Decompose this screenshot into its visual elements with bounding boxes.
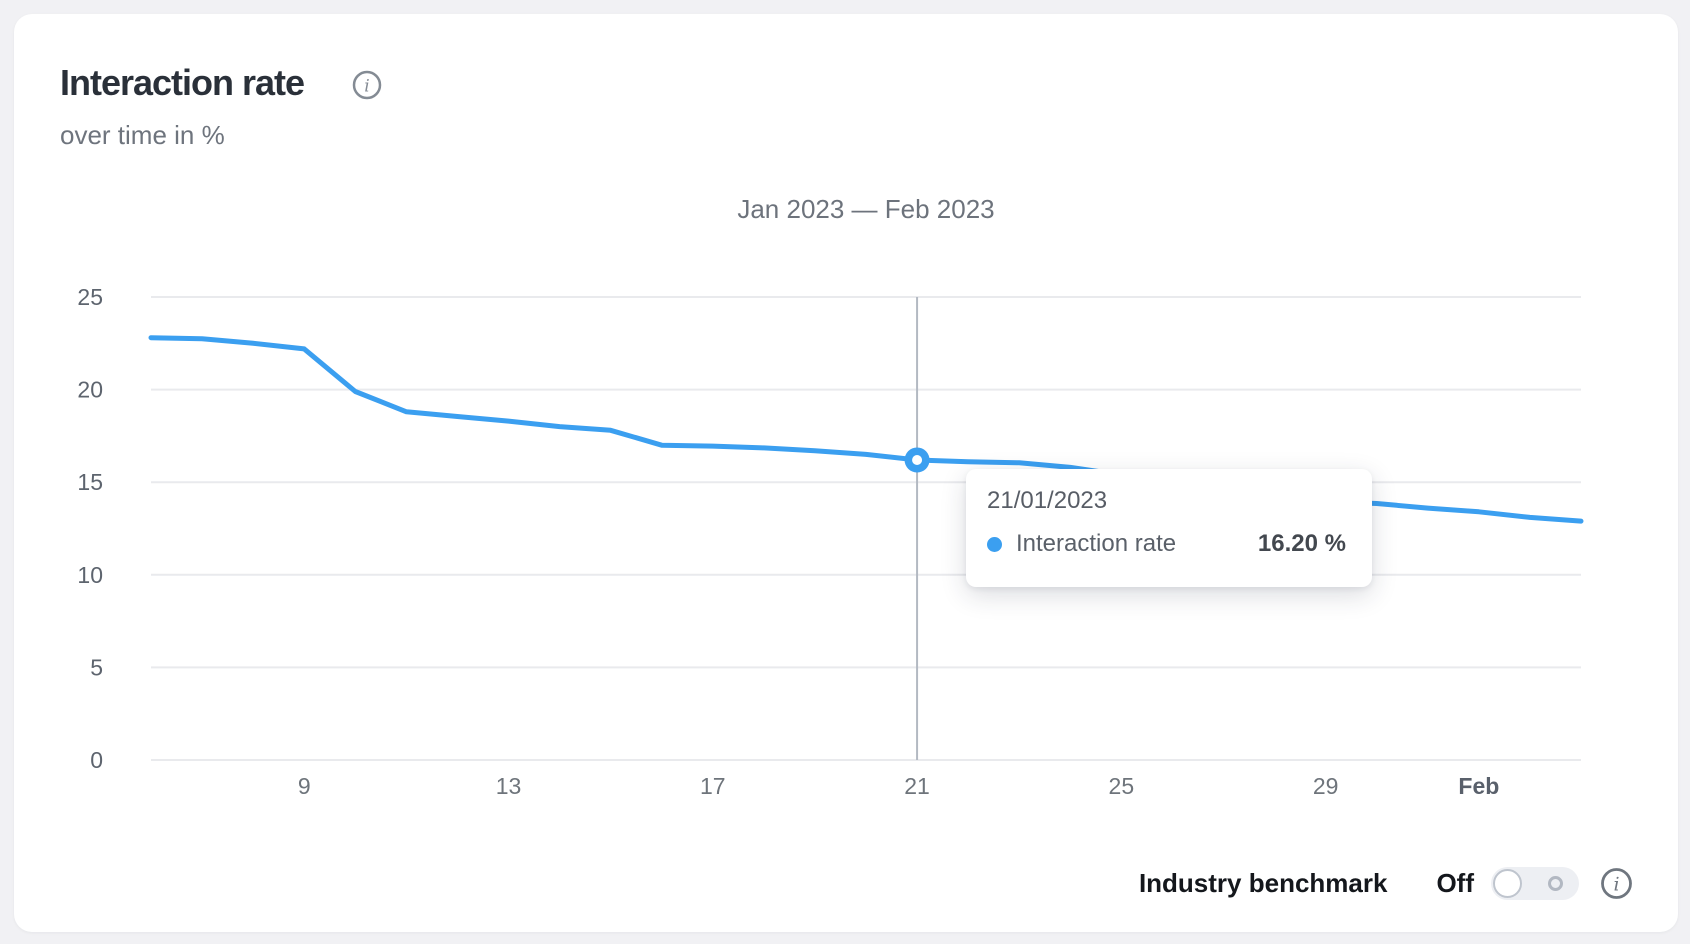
y-axis-label: 5 <box>90 654 103 680</box>
benchmark-toggle[interactable] <box>1491 867 1579 900</box>
y-axis-label: 10 <box>77 562 103 588</box>
svg-text:i: i <box>1613 874 1619 896</box>
series-dot-icon <box>987 536 1002 552</box>
benchmark-state-label: Off <box>1436 868 1474 898</box>
tooltip-date: 21/01/2023 <box>987 487 1108 514</box>
line-chart[interactable]: 0 5 10 15 20 25 9 13 17 21 25 29 Feb <box>14 14 1690 944</box>
y-axis-label: 15 <box>77 469 103 495</box>
tooltip-series-label: Interaction rate <box>1016 530 1177 557</box>
toggle-off-ring-icon <box>1548 876 1563 891</box>
industry-benchmark-control: Industry benchmark Off i <box>1139 867 1633 900</box>
chart-subtitle: over time in % <box>60 120 225 150</box>
y-axis-label: 25 <box>77 284 103 310</box>
page-title: Interaction rate <box>60 62 305 103</box>
x-axis-label: 9 <box>298 773 311 799</box>
y-axis-label: 0 <box>90 747 103 773</box>
highlight-marker-center <box>912 454 923 465</box>
x-axis-label: Feb <box>1458 773 1499 799</box>
x-axis-label: 13 <box>496 773 522 799</box>
tooltip-value: 16.20 % <box>1257 530 1346 557</box>
y-axis-label: 20 <box>77 377 103 403</box>
svg-text:i: i <box>364 77 369 97</box>
x-axis-label: 25 <box>1109 773 1135 799</box>
x-axis-label: 29 <box>1313 773 1339 799</box>
x-axis-label: 21 <box>904 773 930 799</box>
period-title: Jan 2023 — Feb 2023 <box>737 194 995 224</box>
benchmark-info-icon[interactable]: i <box>1600 867 1633 900</box>
toggle-knob[interactable] <box>1493 869 1522 898</box>
tooltip-row: Interaction rate 16.20 % <box>987 530 1346 558</box>
interaction-rate-card: Interaction rate i over time in % Jan 20… <box>14 14 1678 932</box>
benchmark-label: Industry benchmark <box>1138 868 1388 898</box>
x-axis-label: 17 <box>700 773 726 799</box>
chart-tooltip: 21/01/2023 Interaction rate 16.20 % <box>966 469 1372 587</box>
info-icon[interactable]: i <box>352 70 382 100</box>
